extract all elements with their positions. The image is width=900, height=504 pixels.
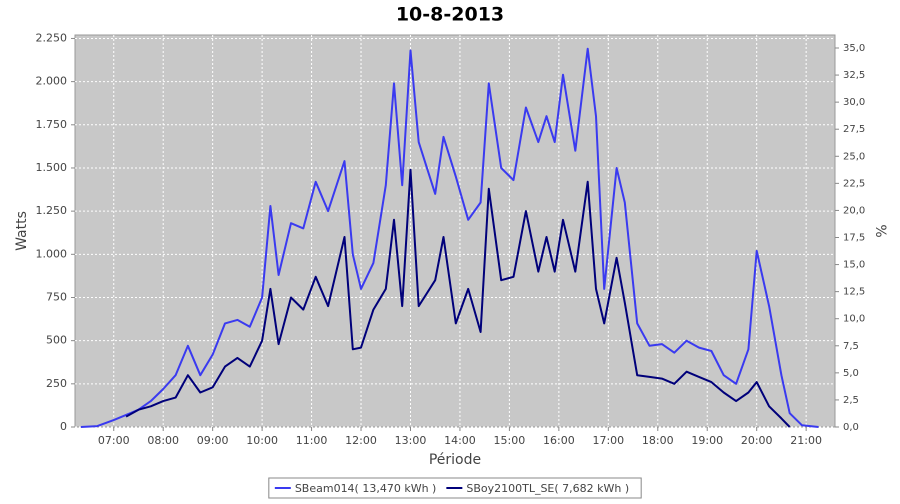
y-tick-label: 2.000 bbox=[36, 75, 68, 88]
y-tick-label: 2.250 bbox=[36, 31, 68, 44]
y2-tick-label: 7,5 bbox=[843, 341, 859, 352]
y2-tick-label: 35,0 bbox=[843, 43, 865, 54]
x-axis-title: Période bbox=[429, 452, 481, 468]
x-tick-label: 15:00 bbox=[494, 434, 526, 447]
y2-tick-label: 5,0 bbox=[843, 368, 859, 379]
y-tick-label: 750 bbox=[46, 290, 67, 303]
x-tick-label: 11:00 bbox=[296, 434, 328, 447]
x-tick-label: 12:00 bbox=[345, 434, 377, 447]
y-tick-label: 1.750 bbox=[36, 118, 68, 131]
y-tick-label: 1.000 bbox=[36, 247, 68, 260]
plot-area bbox=[74, 34, 836, 428]
lines bbox=[80, 47, 819, 428]
x-tick-label: 14:00 bbox=[444, 434, 476, 447]
series-line bbox=[125, 168, 791, 428]
legend: SBeam014( 13,470 kWh ) SBoy2100TL_SE( 7,6… bbox=[268, 477, 642, 499]
y-axis-title: Watts bbox=[14, 211, 30, 251]
y2-tick-label: 27,5 bbox=[843, 124, 865, 135]
y2-tick-label: 15,0 bbox=[843, 260, 865, 271]
y-tick-label: 250 bbox=[46, 377, 67, 390]
x-tick-label: 17:00 bbox=[592, 434, 624, 447]
x-tick-label: 08:00 bbox=[147, 434, 179, 447]
series-line bbox=[80, 47, 819, 428]
y2-tick-label: 17,5 bbox=[843, 232, 865, 243]
legend-label: SBoy2100TL_SE( 7,682 kWh ) bbox=[466, 482, 629, 495]
y2-tick-label: 22,5 bbox=[843, 178, 865, 189]
legend-label: SBeam014( 13,470 kWh ) bbox=[295, 482, 437, 495]
x-tick-label: 18:00 bbox=[642, 434, 674, 447]
y-tick-label: 0 bbox=[60, 420, 67, 433]
chart-title: 10-8-2013 bbox=[396, 4, 504, 26]
x-tick-label: 10:00 bbox=[246, 434, 278, 447]
x-tick-label: 13:00 bbox=[395, 434, 427, 447]
grid bbox=[75, 35, 835, 428]
x-tick-label: 21:00 bbox=[790, 434, 822, 447]
y2-tick-label: 2,5 bbox=[843, 395, 859, 406]
x-tick-label: 07:00 bbox=[98, 434, 130, 447]
y2-axis-title: % bbox=[872, 224, 888, 237]
x-tick-label: 09:00 bbox=[197, 434, 229, 447]
x-tick-label: 19:00 bbox=[691, 434, 723, 447]
x-tick-label: 20:00 bbox=[741, 434, 773, 447]
x-tick-label: 16:00 bbox=[543, 434, 575, 447]
y2-tick-label: 32,5 bbox=[843, 70, 865, 81]
y2-tick-label: 0,0 bbox=[843, 422, 859, 433]
y2-tick-label: 25,0 bbox=[843, 151, 865, 162]
y2-tick-label: 10,0 bbox=[843, 314, 865, 325]
y-tick-label: 1.500 bbox=[36, 161, 68, 174]
y2-tick-label: 12,5 bbox=[843, 287, 865, 298]
y-tick-label: 1.250 bbox=[36, 204, 68, 217]
y2-tick-label: 30,0 bbox=[843, 97, 865, 108]
y2-tick-label: 20,0 bbox=[843, 205, 865, 216]
y-tick-label: 500 bbox=[46, 334, 67, 347]
